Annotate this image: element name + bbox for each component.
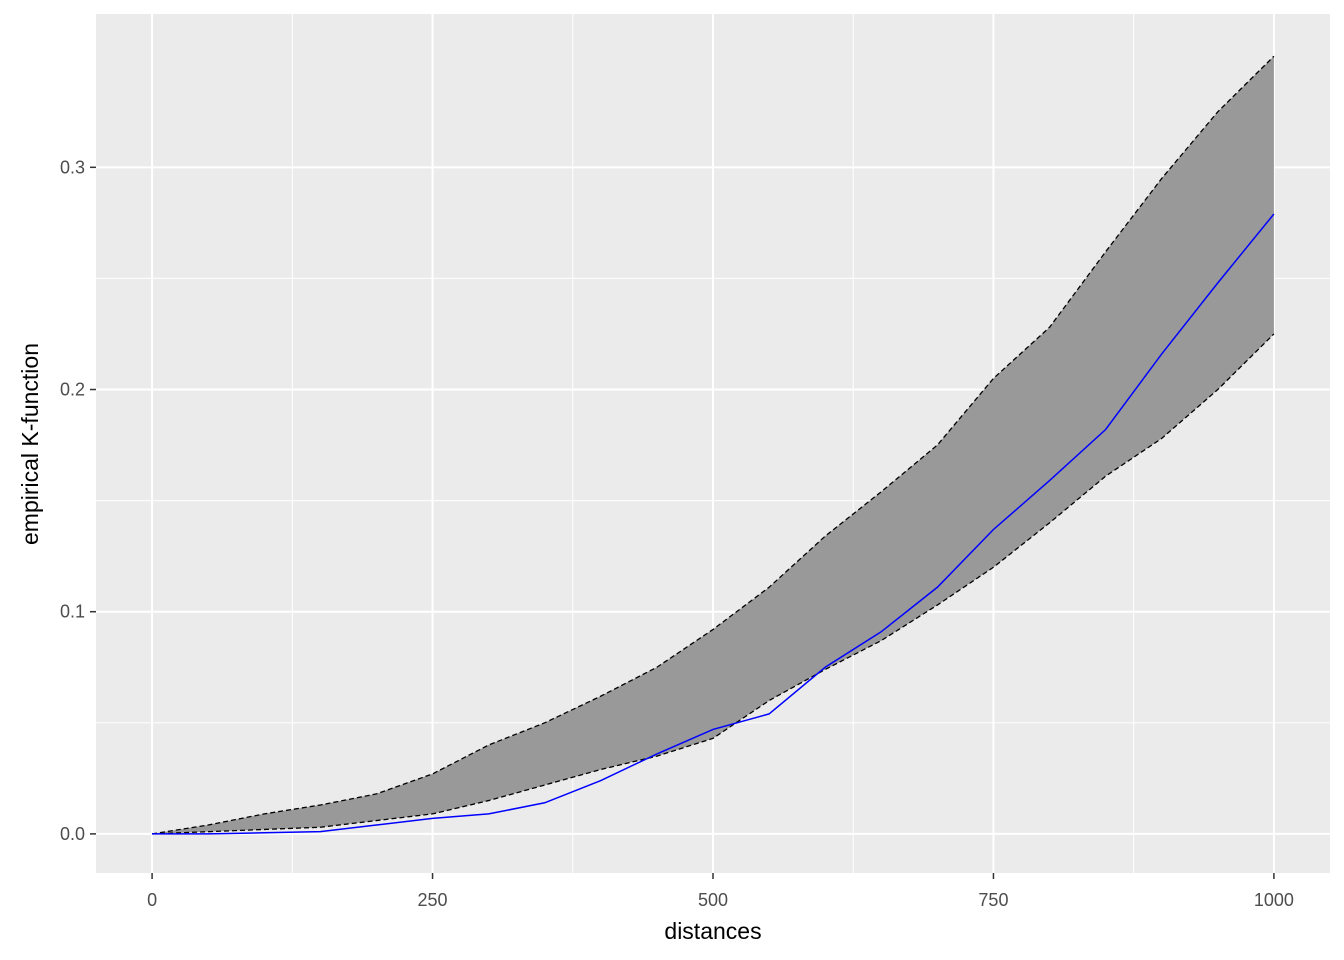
x-tick-label: 500: [698, 890, 728, 910]
y-tick-label: 0.2: [60, 380, 85, 400]
y-axis-title: empirical K-function: [17, 343, 43, 545]
ribbon-border: [151, 55, 1275, 835]
x-tick-label: 750: [978, 890, 1008, 910]
line: [152, 213, 1275, 835]
y-tick-label: 0.3: [60, 157, 85, 177]
y-tick-label: 0.0: [60, 824, 85, 844]
x-axis-title: distances: [664, 918, 761, 944]
x-tick-label: 1000: [1254, 890, 1294, 910]
x-tick-label: 0: [147, 890, 157, 910]
ribbon-border: [152, 333, 1275, 835]
y-tick-label: 0.1: [60, 602, 85, 622]
x-tick-label: 250: [418, 890, 448, 910]
ribbon: [152, 56, 1274, 834]
